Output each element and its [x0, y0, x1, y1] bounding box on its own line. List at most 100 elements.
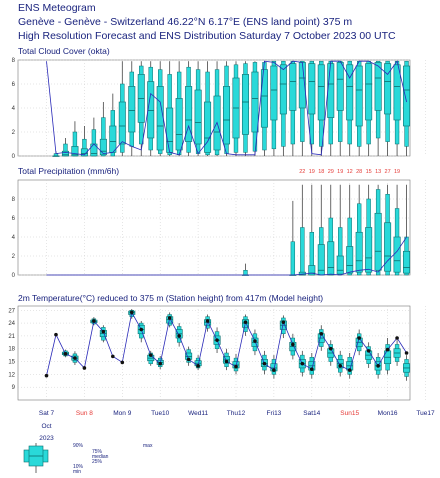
- legend-label-90: 90%: [73, 443, 84, 449]
- cloud-y-tick: 4: [12, 106, 16, 112]
- precip-box-25-75: [374, 212, 382, 271]
- temp-hres-point: [385, 347, 390, 352]
- precip-box-25-75: [365, 227, 373, 273]
- meteogram-title: ENS Meteogram: [18, 2, 96, 14]
- temp-hres-point: [253, 339, 257, 343]
- cloud-box-25-75: [156, 86, 164, 151]
- temp-hres-point: [310, 367, 314, 372]
- cloud-y-tick: 6: [12, 82, 16, 88]
- temp-hres-point: [120, 360, 125, 365]
- x-day-label: Sun 8: [76, 410, 93, 417]
- x-day-label: Mon16: [378, 410, 398, 417]
- temp-hres-point: [338, 364, 343, 368]
- cloud-box-25-75: [384, 63, 392, 115]
- cloud-box-25-75: [289, 63, 297, 111]
- temp-hres-point: [328, 346, 333, 351]
- temp-y-tick: 27: [8, 308, 15, 314]
- temp-hres-point: [300, 361, 305, 366]
- temp-hres-point: [186, 357, 191, 362]
- precip-max-label: 18: [318, 169, 324, 175]
- temp-hres-point: [272, 368, 276, 372]
- temp-hres-point: [139, 327, 144, 332]
- precip-panel-frame: [17, 179, 411, 276]
- x-day-label: Mon 9: [113, 410, 131, 417]
- cloud-box-25-75: [204, 101, 212, 153]
- temp-hres-point: [63, 352, 68, 356]
- temp-y-tick: 12: [8, 372, 15, 378]
- precip-box-10-90: [243, 270, 248, 276]
- cloud-y-tick: 2: [12, 130, 16, 136]
- precip-max-label: 28: [356, 169, 362, 175]
- cloud-box-25-75: [279, 64, 287, 115]
- legend-label-min: min: [73, 469, 82, 475]
- temp-y-tick: 21: [8, 334, 15, 340]
- precip-box-25-75: [308, 265, 316, 276]
- precip-panel-title: Total Precipitation (mm/6h): [18, 166, 120, 176]
- temp-hres-point: [111, 354, 115, 359]
- temp-hres-point: [243, 320, 248, 325]
- cloud-box-25-75: [128, 86, 136, 133]
- legend-label-75: 75%: [92, 449, 103, 455]
- temp-hres-point: [177, 334, 181, 338]
- temp-hres-point: [196, 364, 200, 368]
- cloud-box-25-75: [118, 101, 126, 145]
- temp-panel-frame: [17, 305, 411, 401]
- temp-hres-point: [54, 332, 58, 337]
- cloud-box-25-75: [270, 65, 278, 121]
- cloud-box-25-75: [223, 86, 231, 145]
- cloud-box-25-75: [317, 64, 325, 121]
- temp-hres-point: [319, 331, 324, 336]
- x-day-label: Fri13: [266, 410, 281, 417]
- precip-box-25-75: [336, 255, 344, 275]
- temperature-panel-title: 2m Temperature(°C) reduced to 375 m (Sta…: [18, 293, 324, 303]
- cloud-box-25-75: [71, 146, 79, 157]
- temp-hres-point: [101, 329, 106, 334]
- temp-hres-point: [262, 361, 267, 366]
- x-day-label: Wed11: [188, 410, 208, 417]
- cloud-box-25-75: [308, 63, 316, 115]
- temp-y-tick: 15: [8, 360, 15, 366]
- cloud-box-25-75: [393, 64, 401, 121]
- cloud-box-25-75: [355, 65, 363, 127]
- temp-hres-point: [281, 320, 286, 325]
- cloud-hres-line: [46, 60, 407, 156]
- temp-hres-point: [224, 359, 229, 364]
- x-day-label: Sat14: [303, 410, 320, 417]
- temp-hres-point: [167, 316, 172, 320]
- legend-label-25: 25%: [92, 459, 103, 465]
- cloud-box-25-75: [403, 65, 411, 127]
- x-year-label: 2023: [39, 435, 54, 442]
- precip-max-label: 13: [375, 169, 381, 175]
- precip-y-tick: 0: [12, 273, 16, 279]
- temp-hres-point: [234, 364, 238, 369]
- x-day-label: Tue17: [416, 410, 435, 417]
- precip-box-10-90: [290, 241, 296, 276]
- cloud-y-tick: 8: [12, 58, 16, 64]
- precip-y-tick: 8: [12, 197, 16, 203]
- location-line: Genève - Genève - Switzerland 46.22°N 6.…: [18, 16, 353, 28]
- cloud-box-25-75: [336, 62, 344, 111]
- x-day-label: Thu12: [227, 410, 246, 417]
- cloud-box-25-75: [166, 107, 174, 153]
- precip-max-label: 29: [328, 169, 334, 175]
- temp-hres-point: [92, 319, 96, 323]
- legend-label-median: median: [92, 454, 109, 460]
- precip-y-tick: 2: [12, 254, 16, 260]
- cloud-box-10-90: [101, 117, 106, 157]
- legend-label-max: max: [143, 443, 153, 449]
- precip-max-label: 19: [394, 169, 400, 175]
- temp-hres-point: [376, 364, 380, 368]
- cloud-box-25-75: [365, 63, 373, 121]
- x-day-label: Sat 7: [39, 410, 55, 417]
- cloud-box-25-75: [346, 64, 354, 121]
- temp-hres-point: [395, 336, 399, 340]
- temp-hres-point: [357, 336, 361, 340]
- cloud-box-25-75: [194, 89, 202, 145]
- precip-box-25-75: [346, 246, 354, 274]
- precip-max-label: 19: [309, 169, 315, 175]
- temp-hres-point: [44, 373, 49, 378]
- cloud-y-tick: 0: [12, 154, 16, 160]
- temp-y-tick: 24: [8, 321, 15, 327]
- x-month-label: Oct: [41, 423, 51, 430]
